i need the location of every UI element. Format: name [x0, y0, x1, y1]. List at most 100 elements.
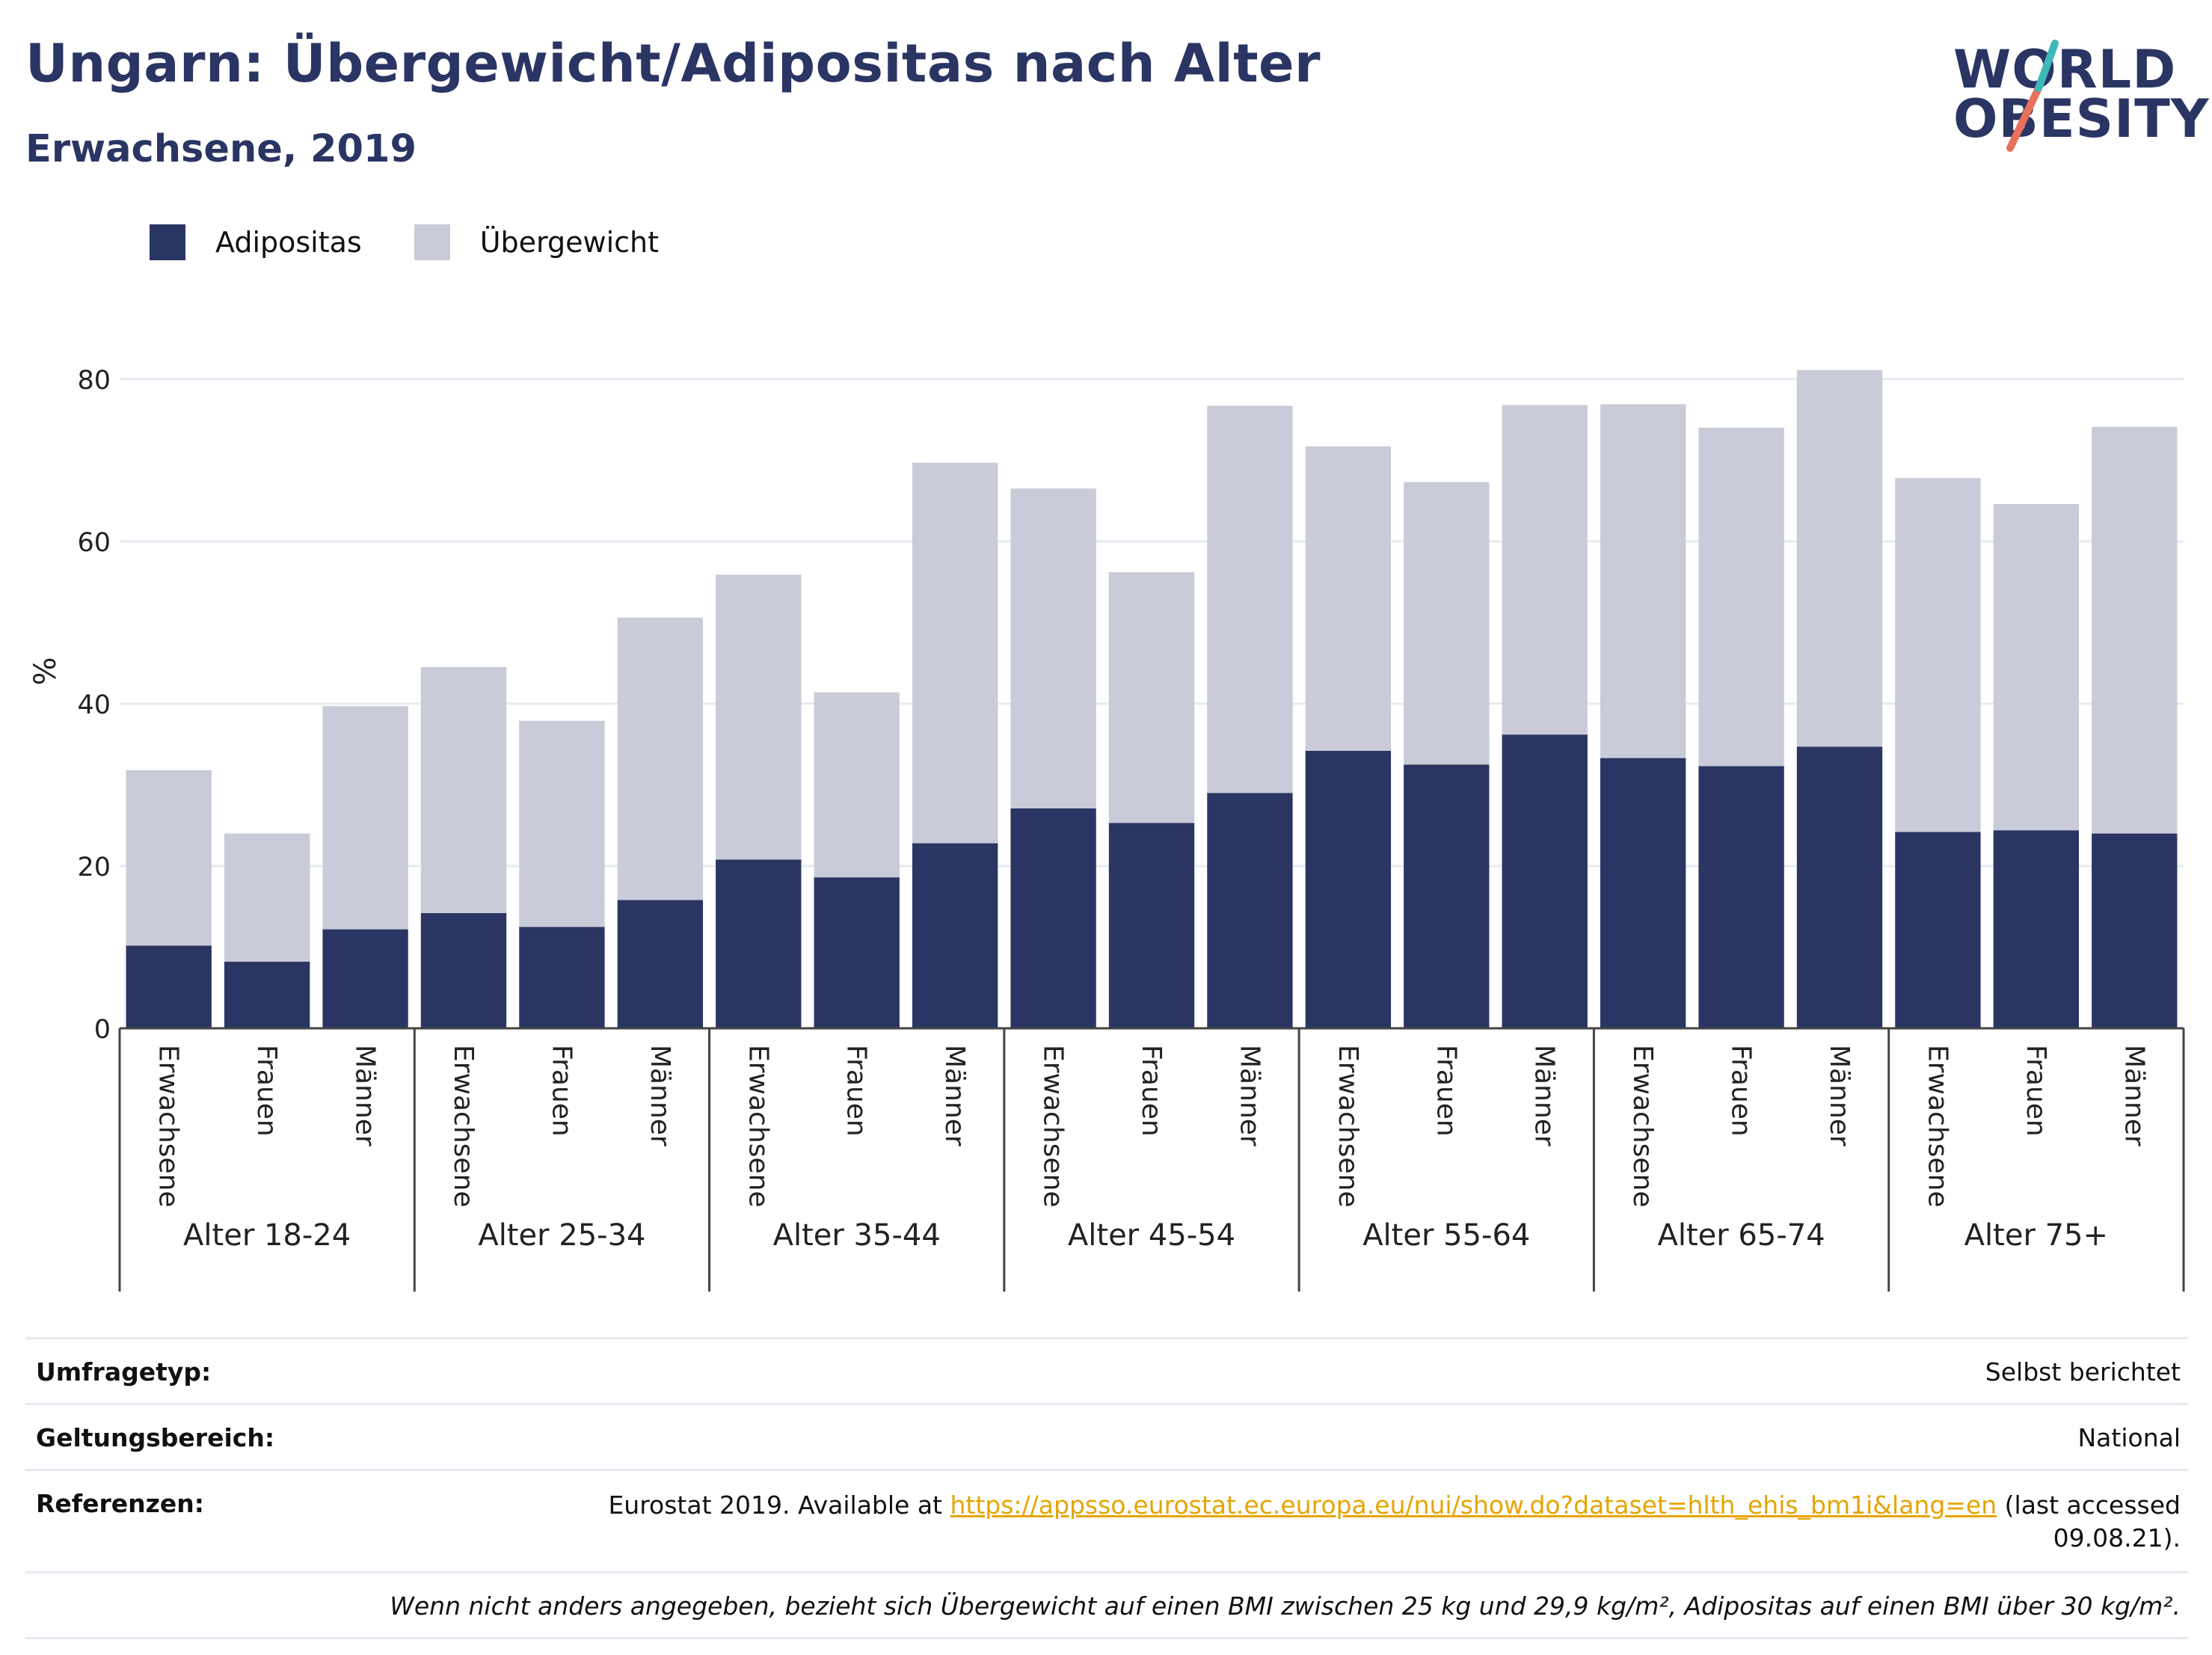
x-tick-label: Erwachsene — [448, 1045, 479, 1208]
scope-value: National — [2077, 1423, 2181, 1452]
x-tick-label: Erwachsene — [1333, 1045, 1363, 1208]
x-tick-label: Frauen — [1136, 1045, 1167, 1137]
bar-adipositas — [1207, 793, 1293, 1028]
bar-adipositas — [2092, 833, 2178, 1028]
x-tick-label: Frauen — [1726, 1045, 1757, 1137]
y-tick-label: 60 — [77, 528, 111, 558]
reference-prefix: Eurostat 2019. Available at — [608, 1490, 950, 1520]
bar-adipositas — [1993, 830, 2080, 1028]
x-tick-label: Männer — [939, 1045, 970, 1146]
world-obesity-logo: WORLD OBESITY — [1943, 21, 2209, 171]
bar-adipositas — [716, 859, 802, 1028]
logo-slash-icon — [2006, 40, 2059, 152]
reference-suffix: (last accessed — [1997, 1490, 2181, 1520]
group-label: Alter 55-64 — [1362, 1218, 1530, 1253]
bar-uebergewicht — [1010, 488, 1096, 808]
y-tick-label: 0 — [94, 1015, 111, 1045]
y-tick-label: 80 — [77, 366, 111, 396]
bar-uebergewicht — [519, 720, 605, 927]
x-tick-label: Frauen — [2021, 1045, 2051, 1137]
x-tick-label: Erwachsene — [743, 1045, 773, 1208]
x-tick-label: Frauen — [841, 1045, 872, 1137]
reference-link[interactable]: https://appsso.eurostat.ec.europa.eu/nui… — [950, 1490, 1997, 1520]
bar-uebergewicht — [1796, 369, 1883, 747]
bar-adipositas — [912, 843, 998, 1028]
bar-adipositas — [1895, 832, 1981, 1028]
x-tick-label: Erwachsene — [153, 1045, 184, 1208]
bar-adipositas — [420, 912, 507, 1028]
page-subtitle: Erwachsene, 2019 — [25, 127, 417, 171]
bar-uebergewicht — [1305, 446, 1392, 751]
legend-label-adipositas: Adipositas — [215, 226, 362, 259]
info-row-survey: Umfragetyp: Selbst berichtet — [25, 1337, 2188, 1403]
reference-date: 09.08.21). — [2053, 1523, 2181, 1553]
bar-adipositas — [519, 927, 605, 1028]
group-label: Alter 35-44 — [773, 1218, 941, 1253]
x-tick-label: Männer — [2119, 1045, 2149, 1146]
group-label: Alter 75+ — [1964, 1218, 2108, 1253]
group-label: Alter 45-54 — [1068, 1218, 1235, 1253]
x-tick-label: Frauen — [546, 1045, 577, 1137]
legend-label-uebergewicht: Übergewicht — [479, 226, 659, 259]
x-tick-label: Frauen — [1431, 1045, 1461, 1137]
footnote-text: Wenn nicht anders angegeben, bezieht sic… — [390, 1591, 2181, 1621]
legend-swatch-adipositas — [150, 224, 185, 260]
legend-item-uebergewicht: Übergewicht — [414, 224, 659, 260]
bar-uebergewicht — [716, 574, 802, 860]
y-tick-label: 20 — [77, 853, 111, 882]
bar-uebergewicht — [1404, 482, 1490, 765]
survey-label: Umfragetyp: — [36, 1357, 212, 1387]
info-table: Umfragetyp: Selbst berichtet Geltungsber… — [25, 1337, 2188, 1639]
group-label: Alter 25-34 — [478, 1218, 645, 1253]
legend-item-adipositas: Adipositas — [150, 224, 362, 260]
bar-uebergewicht — [224, 833, 310, 962]
x-tick-label: Erwachsene — [1627, 1045, 1658, 1208]
bar-adipositas — [1796, 746, 1883, 1028]
bar-adipositas — [1698, 766, 1784, 1028]
bar-adipositas — [617, 900, 704, 1028]
x-tick-label: Frauen — [251, 1045, 282, 1137]
x-tick-label: Männer — [1234, 1045, 1265, 1146]
scope-label: Geltungsbereich: — [36, 1423, 275, 1452]
group-label: Alter 18-24 — [183, 1218, 351, 1253]
x-tick-label: Erwachsene — [1922, 1045, 1953, 1208]
bar-adipositas — [1108, 823, 1195, 1028]
bar-adipositas — [1502, 734, 1588, 1028]
bar-uebergewicht — [1600, 404, 1686, 758]
bar-uebergewicht — [420, 667, 507, 913]
bar-uebergewicht — [1207, 405, 1293, 793]
bar-uebergewicht — [126, 770, 212, 946]
bar-adipositas — [1305, 750, 1392, 1028]
legend-swatch-uebergewicht — [414, 224, 450, 260]
page-title: Ungarn: Übergewicht/Adipositas nach Alte… — [25, 33, 1321, 94]
x-tick-label: Männer — [350, 1045, 381, 1146]
y-axis-label: % — [28, 657, 63, 685]
bar-adipositas — [126, 945, 212, 1028]
bar-uebergewicht — [322, 706, 408, 930]
bar-adipositas — [1010, 808, 1096, 1028]
x-tick-label: Männer — [1824, 1045, 1855, 1146]
bar-uebergewicht — [617, 617, 704, 900]
bar-adipositas — [224, 962, 310, 1028]
bar-uebergewicht — [1993, 503, 2080, 831]
bar-uebergewicht — [2092, 426, 2178, 834]
x-tick-label: Erwachsene — [1038, 1045, 1069, 1208]
bar-adipositas — [1600, 758, 1686, 1028]
stacked-bar-chart: 0 20 40 60 80% Erwachsene Frauen Männer Erwachse… — [28, 366, 2185, 1292]
info-row-references: Referenzen: Eurostat 2019. Available at … — [25, 1469, 2188, 1571]
info-row-scope: Geltungsbereich: National — [25, 1403, 2188, 1469]
bar-adipositas — [814, 877, 900, 1028]
bar-uebergewicht — [814, 692, 900, 878]
bar-uebergewicht — [1108, 572, 1195, 823]
references-value: Eurostat 2019. Available at https://apps… — [608, 1489, 2181, 1555]
survey-value: Selbst berichtet — [1985, 1357, 2181, 1387]
x-tick-label: Männer — [645, 1045, 675, 1146]
x-tick-label: Männer — [1529, 1045, 1560, 1146]
bar-adipositas — [1404, 764, 1490, 1028]
bar-uebergewicht — [1502, 405, 1588, 735]
logo-line-2: OBESITY — [1953, 88, 2210, 150]
bar-uebergewicht — [1698, 427, 1784, 767]
logo-line-1: WORLD — [1953, 39, 2177, 100]
y-tick-label: 40 — [77, 690, 111, 720]
bar-uebergewicht — [912, 462, 998, 844]
